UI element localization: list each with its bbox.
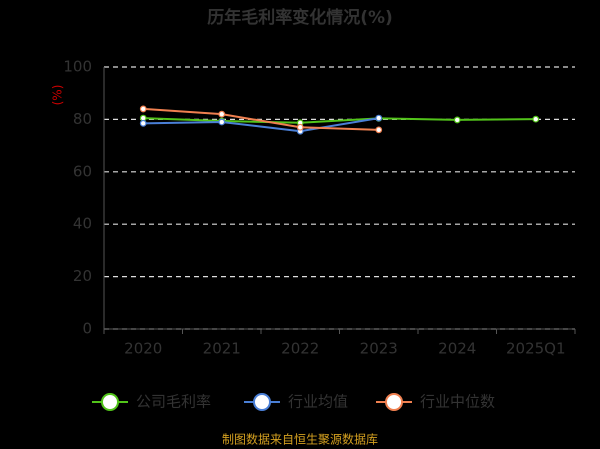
x-tick-label: 2025Q1	[506, 340, 566, 358]
series-line	[143, 107, 379, 131]
series-line	[143, 117, 379, 133]
source-note: 制图数据来自恒生聚源数据库	[222, 432, 378, 447]
x-tick-label: 2023	[360, 340, 398, 358]
chart-title: 历年毛利率变化情况(%)	[207, 7, 393, 28]
legend-marker	[385, 393, 403, 411]
y-axis-label: (%)	[51, 85, 65, 106]
x-tick-label: 2024	[438, 340, 476, 358]
data-point	[375, 126, 383, 134]
x-tick-label: 2020	[124, 340, 162, 358]
y-tick-label: 60	[73, 162, 92, 180]
data-point	[296, 123, 304, 131]
y-tick-label: 40	[73, 215, 92, 233]
y-tick-label: 80	[73, 110, 92, 128]
y-tick-label: 20	[73, 267, 92, 285]
x-tick-label: 2022	[281, 340, 319, 358]
data-point	[532, 115, 540, 123]
data-point	[218, 118, 226, 126]
legend-label: 行业中位数	[420, 393, 495, 411]
data-point	[375, 114, 383, 122]
legend-marker	[253, 393, 271, 411]
data-point	[139, 105, 147, 113]
y-tick-label: 100	[63, 58, 92, 76]
x-tick-label: 2021	[203, 340, 241, 358]
data-point	[139, 119, 147, 127]
series-line	[143, 117, 536, 124]
legend-marker	[101, 393, 119, 411]
legend-label: 公司毛利率	[136, 393, 211, 411]
data-point	[218, 110, 226, 118]
data-point	[453, 116, 461, 124]
y-tick-label: 0	[82, 320, 92, 338]
legend-label: 行业均值	[288, 393, 348, 411]
